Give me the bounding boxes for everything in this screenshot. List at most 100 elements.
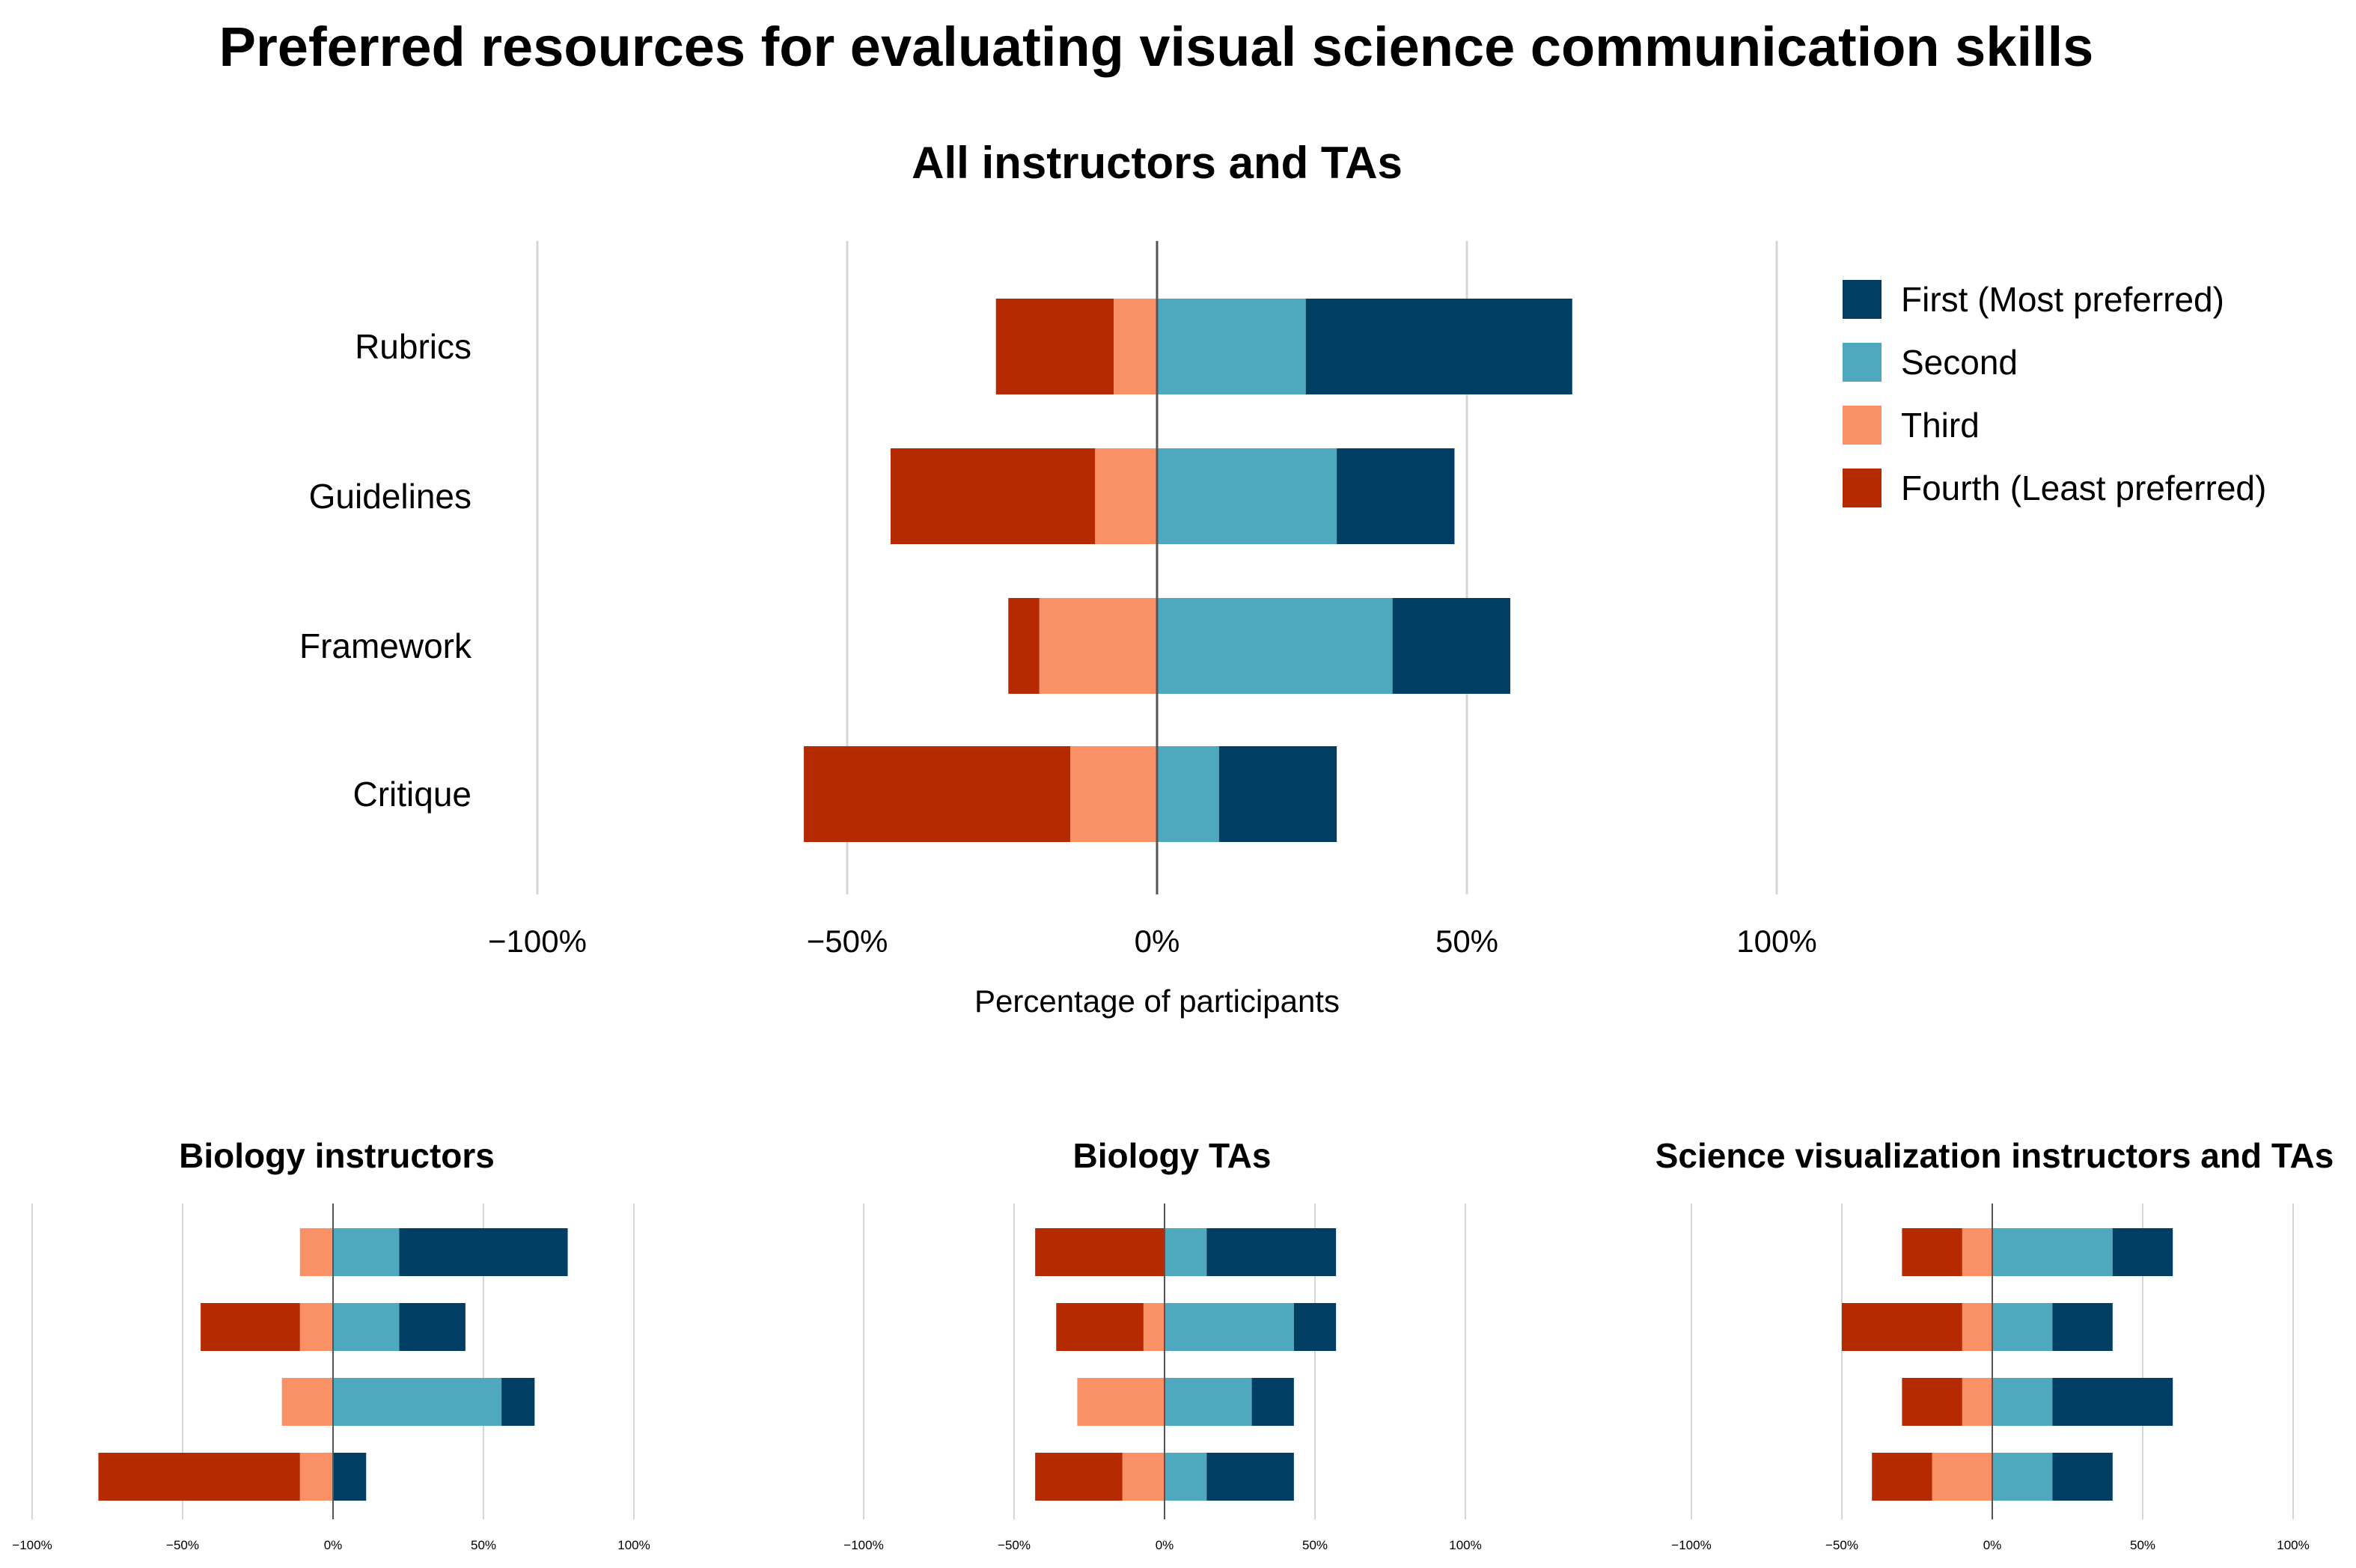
bar-critique-first (2052, 1453, 2113, 1501)
bar-rubrics-first (1206, 1228, 1337, 1276)
legend-swatch (1843, 469, 1882, 507)
legend-label: Second (1901, 343, 2018, 382)
bar-framework-first (1251, 1378, 1294, 1426)
bar-framework-third (1962, 1378, 1992, 1426)
bar-guidelines-first (2052, 1303, 2113, 1351)
legend-label: First (Most preferred) (1901, 280, 2224, 319)
bar-framework-first (501, 1378, 535, 1426)
bar-framework-fourth (1008, 598, 1040, 694)
legend: First (Most preferred) Second Third Fourth … (1843, 280, 2266, 507)
x-tick-label: 50% (471, 1538, 496, 1552)
bar-rubrics-first (399, 1228, 568, 1276)
x-tick-label: −50% (1825, 1538, 1858, 1552)
bar-critique-first (1218, 746, 1337, 842)
x-tick-label: 100% (2277, 1538, 2309, 1552)
x-tick-label: 100% (1449, 1538, 1481, 1552)
bar-rubrics-fourth (1035, 1228, 1165, 1276)
bar-framework-second (1165, 1378, 1252, 1426)
bar-critique-third (299, 1453, 333, 1501)
x-tick-label: 50% (1435, 924, 1498, 959)
x-tick-label: 0% (1135, 924, 1180, 959)
chart-title: Biology instructors (179, 1136, 495, 1175)
x-tick-label: −100% (1671, 1538, 1711, 1552)
bar-critique-second (1157, 746, 1219, 842)
bar-guidelines-first (1293, 1303, 1337, 1351)
category-label: Critique (353, 775, 471, 814)
legend-swatch (1843, 343, 1882, 382)
bar-guidelines-first (1337, 448, 1455, 544)
bar-framework-second (333, 1378, 502, 1426)
bar-guidelines-first (399, 1303, 466, 1351)
x-axis-label: Percentage of participants (974, 983, 1340, 1019)
chart-all: All instructors and TAs Rubrics Guidelines… (299, 138, 2266, 1019)
bar-framework-fourth (1902, 1378, 1962, 1426)
legend-swatch (1843, 280, 1882, 319)
x-tick-label: −100% (488, 924, 587, 959)
bar-rubrics-first (1305, 299, 1572, 394)
chart-title: All instructors and TAs (912, 138, 1403, 188)
chart-panels: All instructors and TAs Rubrics Guidelines… (12, 138, 2334, 1552)
x-tick-label: 0% (1983, 1538, 2002, 1552)
bar-critique-first (333, 1453, 367, 1501)
bar-rubrics-third (299, 1228, 333, 1276)
bar-framework-second (1992, 1378, 2053, 1426)
bar-critique-third (1070, 746, 1157, 842)
bar-critique-fourth (1035, 1453, 1123, 1501)
x-tick-label: −100% (12, 1538, 52, 1552)
bar-framework-third (1039, 598, 1157, 694)
figure-title: Preferred resources for evaluating visua… (219, 16, 2094, 78)
bar-guidelines-fourth (1056, 1303, 1144, 1351)
bar-rubrics-third (1114, 299, 1157, 394)
x-tick-label: −100% (843, 1538, 883, 1552)
x-tick-label: 50% (1302, 1538, 1328, 1552)
x-tick-label: 100% (1736, 924, 1816, 959)
bar-guidelines-third (1143, 1303, 1165, 1351)
bar-critique-third (1122, 1453, 1165, 1501)
bar-guidelines-second (1157, 448, 1337, 544)
bar-guidelines-third (299, 1303, 333, 1351)
chart-title: Science visualization instructors and TA… (1655, 1136, 2334, 1175)
bar-critique-first (1206, 1453, 1294, 1501)
x-tick-label: −50% (807, 924, 888, 959)
bar-framework-first (2052, 1378, 2173, 1426)
bar-guidelines-fourth (1842, 1303, 1962, 1351)
bar-rubrics-second (1157, 299, 1306, 394)
chart-bio_tas: Biology TAs −100% −50% 0% 50% 100% (843, 1136, 1481, 1552)
bar-critique-third (1932, 1453, 1992, 1501)
bar-rubrics-fourth (995, 299, 1114, 394)
legend-label: Fourth (Least preferred) (1901, 469, 2266, 507)
chart-bio_instructors: Biology instructors −100% −50% 0% 50% 100% (12, 1136, 650, 1552)
bar-guidelines-second (333, 1303, 400, 1351)
bar-framework-third (1077, 1378, 1165, 1426)
bar-rubrics-fourth (1902, 1228, 1962, 1276)
chart-scivis: Science visualization instructors and TA… (1655, 1136, 2334, 1552)
category-label: Guidelines (309, 477, 471, 516)
bar-framework-first (1392, 598, 1510, 694)
bar-guidelines-third (1095, 448, 1157, 544)
bar-guidelines-fourth (890, 448, 1096, 544)
x-tick-label: 0% (324, 1538, 343, 1552)
bar-guidelines-second (1165, 1303, 1294, 1351)
bar-critique-fourth (1872, 1453, 1932, 1501)
bar-guidelines-third (1962, 1303, 1992, 1351)
bar-framework-third (281, 1378, 333, 1426)
x-tick-label: 100% (617, 1538, 650, 1552)
bar-framework-second (1157, 598, 1393, 694)
legend-label: Third (1901, 406, 1980, 445)
bar-rubrics-second (1992, 1228, 2113, 1276)
category-label: Framework (299, 626, 472, 665)
bar-rubrics-second (1165, 1228, 1207, 1276)
bar-critique-fourth (98, 1453, 300, 1501)
bar-critique-second (1165, 1453, 1207, 1501)
bar-critique-fourth (804, 746, 1071, 842)
x-tick-label: −50% (166, 1538, 199, 1552)
chart-title: Biology TAs (1073, 1136, 1272, 1175)
bar-critique-second (1992, 1453, 2053, 1501)
legend-swatch (1843, 406, 1882, 445)
x-tick-label: 0% (1156, 1538, 1174, 1552)
bar-guidelines-second (1992, 1303, 2053, 1351)
x-tick-label: −50% (998, 1538, 1031, 1552)
x-tick-label: 50% (2130, 1538, 2155, 1552)
bar-guidelines-fourth (201, 1303, 300, 1351)
